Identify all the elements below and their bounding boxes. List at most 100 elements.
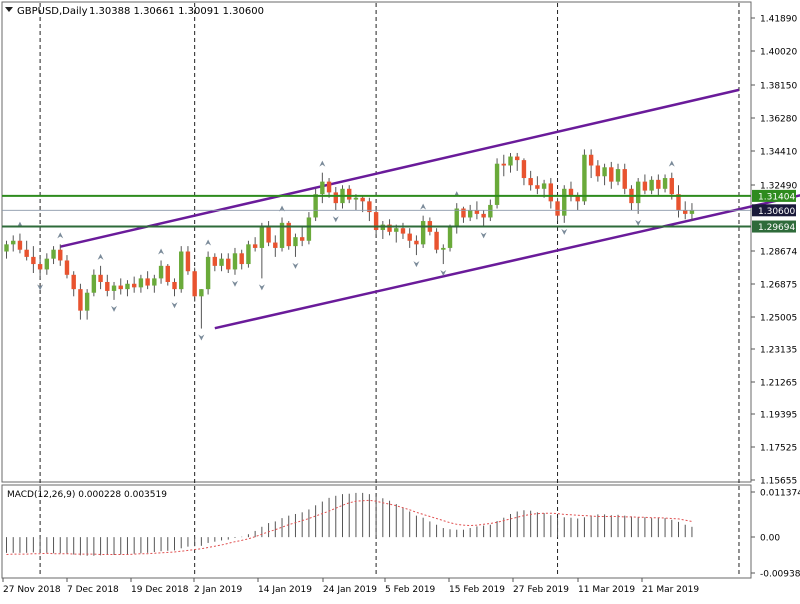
- x-tick-label: 19 Dec 2018: [131, 585, 189, 595]
- candle-body: [683, 210, 687, 214]
- candle-body: [602, 167, 606, 176]
- macd-y-tick-label: -0.00938: [760, 570, 800, 580]
- x-tick-label: 24 Jan 2019: [323, 585, 377, 595]
- candle-body: [226, 259, 230, 270]
- candle-body: [199, 289, 203, 296]
- candle-body: [609, 167, 613, 181]
- candle-body: [394, 228, 398, 232]
- candle-body: [72, 275, 76, 289]
- x-tick-label: 5 Feb 2019: [385, 585, 436, 595]
- y-tick-label: 1.17525: [760, 444, 797, 454]
- candle-body: [112, 286, 116, 291]
- candle-body: [327, 182, 331, 193]
- candle: [495, 158, 499, 208]
- candle-body: [213, 257, 217, 266]
- candle-body: [132, 284, 136, 288]
- ohlc-label: 1.30388 1.30661 1.30091 1.30600: [89, 6, 264, 17]
- candle-body: [159, 266, 163, 279]
- candle-body: [11, 241, 15, 245]
- candle-body: [18, 241, 22, 250]
- candle-body: [206, 257, 210, 289]
- y-tick-label: 1.26875: [760, 281, 797, 291]
- x-tick-label: 15 Feb 2019: [449, 585, 505, 595]
- candle-body: [166, 266, 170, 282]
- candle-body: [589, 155, 593, 166]
- candle-body: [172, 282, 176, 289]
- y-tick-label: 1.23135: [760, 346, 797, 356]
- x-tick-label: 21 Mar 2019: [642, 585, 699, 595]
- candle-body: [4, 244, 8, 251]
- candle-body: [233, 253, 237, 269]
- candle-body: [569, 189, 573, 196]
- y-tick-label: 1.32490: [760, 182, 797, 192]
- candle-body: [549, 183, 553, 201]
- x-tick-label: 14 Jan 2019: [258, 585, 312, 595]
- y-tick-label: 1.25005: [760, 314, 797, 324]
- x-tick-label: 11 Mar 2019: [578, 585, 635, 595]
- candle-body: [441, 248, 445, 250]
- candle-body: [414, 241, 418, 245]
- candle-body: [502, 164, 506, 166]
- candle-body: [260, 226, 264, 248]
- candle-body: [582, 155, 586, 202]
- candle-body: [663, 178, 667, 189]
- x-tick-label: 7 Dec 2018: [67, 585, 119, 595]
- candle-body: [670, 178, 674, 194]
- candle: [434, 228, 438, 253]
- y-tick-label: 1.34410: [760, 148, 797, 158]
- candle-body: [448, 226, 452, 248]
- candle-body: [508, 157, 512, 166]
- x-tick-label: 2 Jan 2019: [194, 585, 242, 595]
- candle-body: [455, 209, 459, 227]
- candle-body: [528, 178, 532, 185]
- candle-body: [656, 180, 660, 189]
- y-tick-label: 1.21265: [760, 379, 797, 389]
- candle-body: [24, 250, 28, 257]
- candle-body: [649, 180, 653, 191]
- candle-body: [152, 278, 156, 285]
- candle-body: [401, 228, 405, 233]
- candle-body: [643, 182, 647, 191]
- candle-body: [51, 250, 55, 259]
- candle-body: [266, 226, 270, 242]
- candle-body: [85, 293, 89, 311]
- candle-body: [92, 275, 96, 293]
- candle-body: [596, 166, 600, 177]
- candle-body: [313, 194, 317, 217]
- candle-body: [293, 237, 297, 246]
- y-tick-label: 1.41890: [760, 15, 797, 25]
- candle-body: [246, 244, 250, 264]
- candle-body: [105, 282, 109, 291]
- candle-body: [535, 185, 539, 189]
- candle-body: [145, 278, 149, 285]
- candle-body: [31, 257, 35, 264]
- candle-body: [555, 201, 559, 215]
- candle-body: [434, 232, 438, 250]
- y-tick-label: 1.38150: [760, 82, 797, 92]
- candle-body: [300, 237, 304, 241]
- candle-body: [347, 189, 351, 200]
- macd-label: MACD(12,26,9) 0.000228 0.003519: [7, 490, 167, 500]
- x-tick-label: 27 Feb 2019: [513, 585, 569, 595]
- candle-body: [65, 260, 69, 274]
- candle-body: [186, 252, 190, 272]
- candle: [246, 241, 250, 268]
- candle-body: [408, 234, 412, 241]
- macd-y-tick-label: 0.011374: [760, 489, 800, 499]
- candle-body: [240, 253, 244, 264]
- y-tick-label: 1.40020: [760, 48, 797, 58]
- candle-body: [273, 243, 277, 248]
- macd-y-tick-label: 0.00: [760, 534, 780, 544]
- candle-body: [192, 271, 196, 296]
- candle-body: [45, 259, 49, 270]
- candle: [206, 252, 210, 295]
- candle-body: [623, 169, 627, 189]
- candle-body: [320, 182, 324, 195]
- candle-body: [690, 210, 694, 214]
- candle-body: [253, 244, 257, 248]
- candle-body: [475, 210, 479, 214]
- y-tick-label: 1.15655: [760, 477, 797, 487]
- candle-body: [219, 259, 223, 266]
